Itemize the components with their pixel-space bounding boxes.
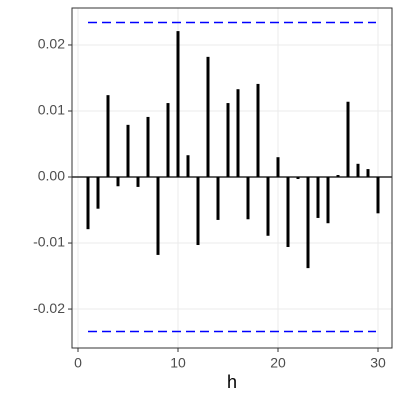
bar: [146, 116, 150, 178]
x-axis-label: h: [227, 372, 237, 392]
bar: [376, 177, 380, 214]
bar: [296, 177, 300, 179]
x-tick-label: 0: [74, 355, 82, 371]
y-tick-label: -0.01: [33, 234, 65, 250]
bar: [366, 169, 370, 178]
bar: [136, 177, 140, 187]
bar: [116, 177, 120, 187]
bar: [226, 103, 230, 178]
bar: [336, 175, 340, 178]
y-tick-label: -0.02: [33, 300, 65, 316]
x-tick-label: 20: [270, 355, 286, 371]
bar: [326, 177, 330, 224]
bar: [316, 177, 320, 218]
x-tick-label: 10: [170, 355, 186, 371]
bar: [246, 177, 250, 220]
bar: [86, 177, 90, 230]
bar: [126, 124, 130, 178]
y-tick-label: 0.00: [38, 168, 65, 184]
bar: [236, 89, 240, 178]
x-tick-label: 30: [370, 355, 386, 371]
bar: [286, 177, 290, 247]
bar: [306, 177, 310, 269]
bar: [266, 177, 270, 236]
panel-border: [71, 7, 393, 349]
bar: [356, 163, 360, 178]
bar: [106, 95, 110, 178]
bar: [206, 56, 210, 178]
bar: [96, 177, 100, 209]
y-tick-label: 0.02: [38, 36, 65, 52]
bar: [256, 83, 260, 178]
bar: [176, 31, 180, 178]
y-tick-label: 0.01: [38, 102, 65, 118]
bar: [196, 177, 200, 246]
bar: [156, 177, 160, 255]
bar: [166, 103, 170, 178]
bar: [346, 101, 350, 178]
bar: [186, 155, 190, 178]
bar: [276, 157, 280, 178]
bar: [216, 177, 220, 220]
